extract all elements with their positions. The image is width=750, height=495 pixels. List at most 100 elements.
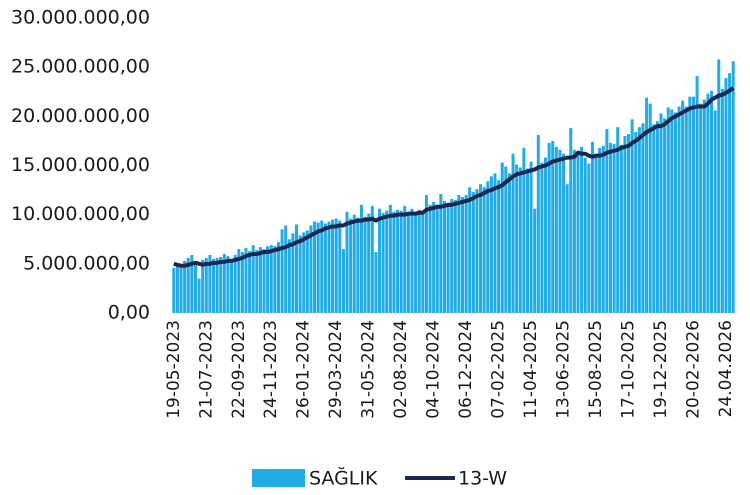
bar (244, 248, 248, 313)
bar (226, 255, 230, 313)
bar (493, 173, 497, 313)
x-tick-label: 24.04.2026 (716, 320, 736, 417)
y-tick-label: 10.000.000,00 (11, 203, 150, 225)
bar (583, 157, 587, 313)
bar (417, 209, 421, 313)
y-tick-label: 20.000.000,00 (11, 105, 150, 127)
legend-swatch (252, 469, 305, 487)
bar (630, 119, 634, 314)
bar (273, 246, 277, 313)
bar (569, 128, 573, 313)
bar (385, 210, 389, 313)
bar (475, 189, 479, 313)
bar (471, 192, 475, 313)
bar (378, 208, 382, 313)
bar (370, 205, 374, 313)
bar (424, 195, 428, 313)
bar (406, 212, 410, 313)
x-tick-label: 24-11-2023 (261, 320, 281, 419)
bar (598, 147, 602, 313)
bar (327, 221, 331, 313)
bar (587, 163, 591, 313)
bar (446, 202, 450, 313)
bar (580, 146, 584, 313)
x-tick-label: 07-02-2025 (489, 320, 509, 419)
bar (237, 249, 241, 313)
bar (399, 210, 403, 313)
bar (421, 210, 425, 313)
bar (316, 222, 320, 313)
bar (215, 257, 219, 313)
bar (349, 218, 353, 313)
x-tick-label: 21-07-2023 (196, 320, 216, 419)
bar (363, 216, 367, 313)
bar (367, 213, 371, 313)
bar (623, 136, 627, 313)
bar (529, 161, 533, 313)
bar (627, 134, 631, 313)
bar (464, 195, 468, 313)
x-tick-label: 17-10-2025 (619, 320, 639, 419)
bar (713, 110, 717, 313)
bar (482, 187, 486, 313)
bar (673, 112, 677, 314)
bar (211, 258, 216, 313)
bar (461, 196, 465, 313)
bar (663, 118, 667, 313)
bar (179, 263, 183, 313)
bar (219, 256, 223, 313)
bar (724, 77, 728, 313)
bar (558, 149, 562, 313)
bar (410, 208, 414, 313)
bar (533, 208, 537, 313)
bar (681, 100, 685, 313)
bar (280, 229, 284, 313)
bar (334, 218, 338, 313)
bar (565, 184, 569, 313)
bar (251, 245, 255, 313)
x-tick-label: 15-08-2025 (586, 320, 606, 419)
x-tick-label: 29-03-2024 (326, 320, 346, 419)
bar (266, 246, 270, 313)
bar (356, 217, 360, 313)
bar (590, 141, 594, 313)
bar (313, 221, 317, 313)
x-tick-label: 20-02-2026 (683, 320, 703, 419)
bar (186, 257, 190, 313)
x-tick-label: 02-08-2024 (391, 320, 411, 419)
bar (287, 239, 291, 313)
bar (572, 149, 576, 313)
bar (291, 233, 295, 313)
bar (576, 150, 580, 313)
bar (511, 153, 515, 313)
bar (294, 224, 299, 313)
bar (500, 162, 504, 313)
bar (183, 260, 187, 313)
bar (240, 252, 244, 313)
legend-label: SAĞLIK (309, 466, 378, 490)
bar (388, 204, 392, 313)
bar (522, 147, 526, 313)
bar (396, 209, 400, 313)
bar (439, 194, 443, 313)
x-tick-label: 31-05-2024 (359, 320, 379, 419)
x-tick-label: 06-12-2024 (456, 320, 476, 419)
x-tick-label: 26-01-2024 (294, 320, 314, 419)
bar (504, 166, 508, 313)
bar (302, 232, 306, 313)
bar (309, 225, 313, 313)
bar (414, 211, 418, 313)
bar (594, 153, 598, 313)
bar (702, 99, 706, 313)
bar (648, 103, 652, 313)
bar (381, 212, 385, 313)
bar (637, 127, 641, 314)
x-tick-label: 19-12-2025 (651, 320, 671, 419)
bar (688, 96, 692, 314)
bar (728, 73, 732, 313)
bar (320, 220, 324, 313)
bar (172, 267, 176, 313)
bar (699, 103, 703, 313)
bar (374, 252, 378, 313)
legend-label: 13-W (458, 468, 507, 490)
